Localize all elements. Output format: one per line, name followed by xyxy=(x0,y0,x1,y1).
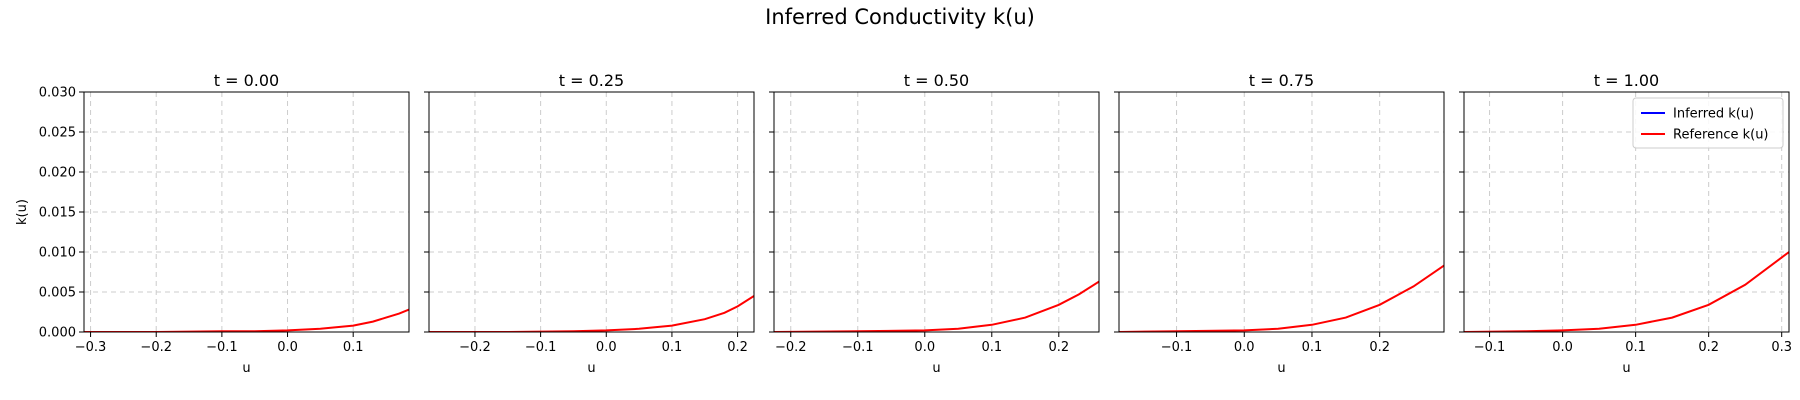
series-line-reference xyxy=(1119,264,1444,332)
x-tick-label: 0.2 xyxy=(727,340,748,355)
panel-title: t = 0.00 xyxy=(214,71,279,90)
y-tick-label: 0.010 xyxy=(39,246,76,261)
y-tick-label: 0.000 xyxy=(39,326,76,341)
series-line-reference xyxy=(774,280,1099,332)
x-tick-label: −0.1 xyxy=(525,340,557,355)
panel-title: t = 0.25 xyxy=(559,71,624,90)
x-tick-label: 0.2 xyxy=(1048,340,1069,355)
x-tick-label: −0.3 xyxy=(75,340,107,355)
y-tick-label: 0.015 xyxy=(39,206,76,221)
panel-2: −0.2 −0.1 0.0 0.1 0.2 t = 0.25 u xyxy=(424,71,755,376)
panel-title: t = 1.00 xyxy=(1594,71,1659,90)
x-tick-label: 0.1 xyxy=(1302,340,1323,355)
x-axis-label: u xyxy=(932,361,940,376)
x-tick-label: 0.2 xyxy=(1698,340,1719,355)
panel-1: −0.3 −0.2 −0.1 0.0 0.1 0.000 0.005 0.010 0.015 0.… xyxy=(15,71,410,376)
x-axis-label: u xyxy=(242,361,250,376)
x-tick-label: −0.1 xyxy=(842,340,874,355)
x-tick-label: −0.2 xyxy=(775,340,807,355)
legend-box xyxy=(1632,97,1784,149)
panel-title: t = 0.75 xyxy=(1249,71,1314,90)
x-tick-label: −0.2 xyxy=(140,340,172,355)
x-tick-label: 0.0 xyxy=(914,340,935,355)
legend-entry-label: Reference k(u) xyxy=(1673,128,1769,143)
series-line-reference xyxy=(429,295,754,332)
y-tick-label: 0.030 xyxy=(39,86,76,101)
x-tick-label: −0.1 xyxy=(206,340,238,355)
x-tick-label: 0.0 xyxy=(1234,340,1255,355)
x-tick-label: 0.3 xyxy=(1771,340,1792,355)
series-line-reference xyxy=(1464,251,1789,332)
legend-entry-label: Inferred k(u) xyxy=(1673,107,1754,122)
y-tick-label: 0.005 xyxy=(39,286,76,301)
x-axis-label: u xyxy=(587,361,595,376)
x-tick-label: 0.1 xyxy=(1625,340,1646,355)
figure-title: Inferred Conductivity k(u) xyxy=(765,5,1035,29)
x-tick-label: 0.0 xyxy=(596,340,617,355)
x-axis-label: u xyxy=(1622,361,1630,376)
x-axis-label: u xyxy=(1277,361,1285,376)
panel-3: −0.2 −0.1 0.0 0.1 0.2 t = 0.50 u xyxy=(769,71,1100,376)
panel-4: −0.1 0.0 0.1 0.2 t = 0.75 u xyxy=(1114,71,1445,376)
x-tick-label: 0.0 xyxy=(1552,340,1573,355)
x-tick-label: −0.1 xyxy=(1161,340,1193,355)
y-tick-label: 0.025 xyxy=(39,126,76,141)
x-tick-label: −0.2 xyxy=(459,340,491,355)
x-tick-label: −0.1 xyxy=(1474,340,1506,355)
series-line-reference xyxy=(84,308,409,332)
panel-5: −0.1 0.0 0.1 0.2 0.3 t = 1.00 u Inferred k(u) Re… xyxy=(1459,71,1792,376)
y-axis-label: k(u) xyxy=(15,199,30,225)
x-tick-label: 0.1 xyxy=(981,340,1002,355)
x-tick-label: 0.1 xyxy=(662,340,683,355)
y-tick-label: 0.020 xyxy=(39,166,76,181)
x-tick-label: 0.1 xyxy=(343,340,364,355)
legend: Inferred k(u) Reference k(u) xyxy=(1632,97,1784,149)
x-tick-label: 0.2 xyxy=(1369,340,1390,355)
panel-title: t = 0.50 xyxy=(904,71,969,90)
x-tick-label: 0.0 xyxy=(277,340,298,355)
